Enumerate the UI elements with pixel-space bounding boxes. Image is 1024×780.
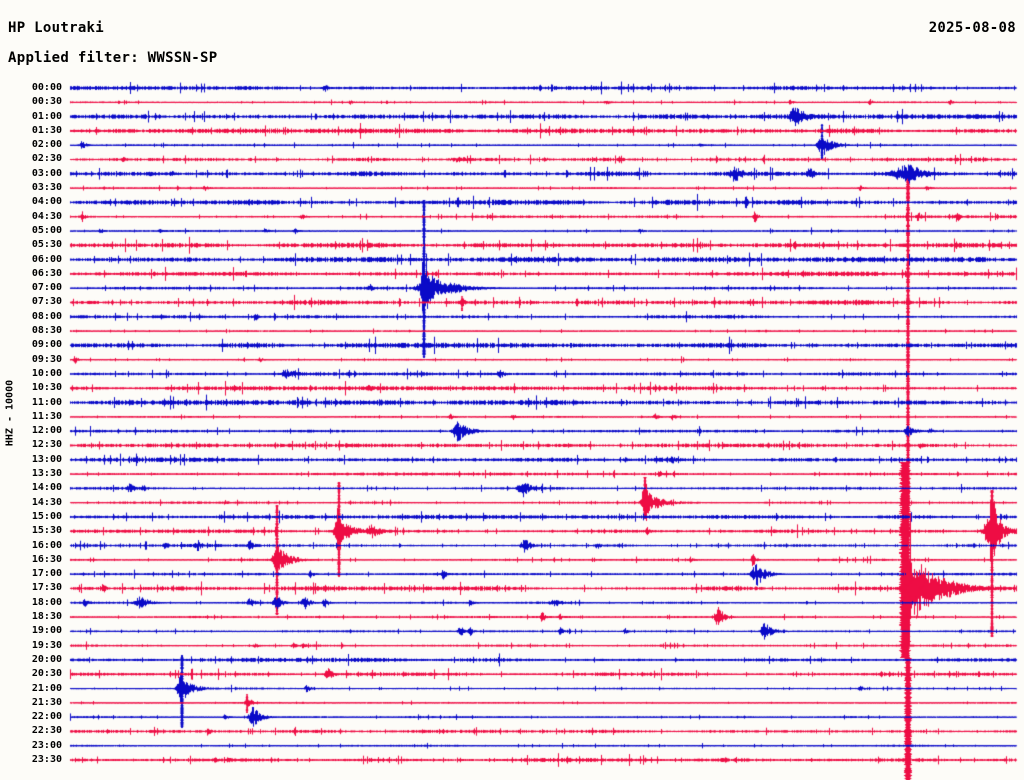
trace-time-label: 08:00	[31, 310, 62, 322]
trace-time-label: 06:00	[31, 253, 62, 265]
trace-time-label: 19:30	[31, 639, 62, 651]
trace-time-label: 05:00	[31, 224, 62, 236]
trace-time-label: 03:00	[31, 167, 62, 179]
trace-time-label: 12:00	[31, 425, 62, 437]
trace-time-label: 13:30	[31, 468, 62, 480]
trace-time-label: 00:00	[31, 82, 62, 93]
trace-time-label: 00:30	[31, 96, 62, 108]
trace-time-label: 04:30	[31, 210, 62, 222]
trace-time-label: 08:30	[31, 325, 62, 337]
trace-time-label: 19:00	[31, 625, 62, 637]
trace-time-label: 18:00	[31, 596, 62, 608]
trace-time-label: 23:30	[31, 754, 62, 765]
trace-time-label: 16:00	[31, 539, 62, 551]
trace-time-label: 22:00	[31, 711, 62, 723]
trace-time-label: 14:00	[31, 482, 62, 494]
trace-time-label: 04:00	[31, 196, 62, 208]
trace-time-label: 20:00	[31, 653, 62, 665]
trace-time-label: 07:30	[31, 296, 62, 308]
trace-time-label: 21:00	[31, 682, 62, 694]
trace-time-label: 01:30	[31, 124, 62, 136]
trace-time-label: 03:30	[31, 182, 62, 194]
trace-time-label: 22:30	[31, 725, 62, 737]
trace-time-label: 13:00	[31, 453, 62, 465]
trace-time-label: 21:30	[31, 696, 62, 708]
trace-time-label: 14:30	[31, 496, 62, 508]
trace-time-label: 23:00	[31, 739, 62, 751]
trace-time-label: 06:30	[31, 267, 62, 279]
trace-time-label: 12:30	[31, 439, 62, 451]
trace-time-label: 17:30	[31, 582, 62, 594]
trace-time-label: 02:30	[31, 153, 62, 165]
trace-time-label: 10:30	[31, 382, 62, 394]
trace-time-label: 11:00	[31, 396, 62, 408]
trace-time-label: 01:00	[31, 110, 62, 122]
trace-time-label: 05:30	[31, 239, 62, 251]
trace-time-label: 09:00	[31, 339, 62, 351]
trace-time-label: 11:30	[31, 410, 62, 422]
trace-time-label: 10:00	[31, 367, 62, 379]
trace-time-label: 17:00	[31, 568, 62, 580]
trace-time-label: 15:30	[31, 525, 62, 537]
trace-time-label: 07:00	[31, 282, 62, 294]
trace-time-label: 16:30	[31, 553, 62, 565]
trace-time-label: 18:30	[31, 611, 62, 623]
trace-time-label: 02:00	[31, 139, 62, 151]
trace-time-label: 20:30	[31, 668, 62, 680]
trace-time-label: 09:30	[31, 353, 62, 365]
trace-time-label: 15:00	[31, 510, 62, 522]
